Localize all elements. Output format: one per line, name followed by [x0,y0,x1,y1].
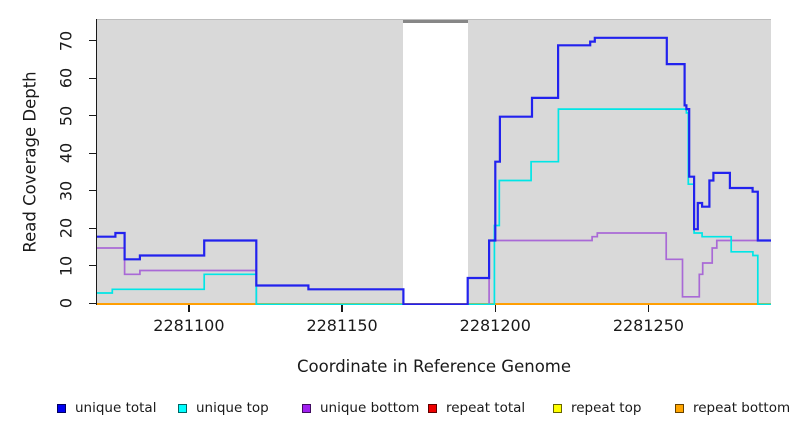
legend-item-unique-total: unique total [57,399,156,417]
y-tick [89,152,96,154]
y-tick-label: 50 [56,105,76,126]
legend-label: repeat top [571,400,642,416]
legend-swatch [178,403,187,413]
y-tick-label: 20 [56,218,76,239]
y-tick-label: 10 [56,255,76,276]
x-tick-label: 2281150 [306,316,378,335]
legend-item-unique-top: unique top [178,399,269,417]
legend-item-repeat-bottom: repeat bottom [675,399,790,417]
x-axis-label: Coordinate in Reference Genome [296,357,572,376]
y-tick-label: 60 [56,67,76,89]
legend-swatch [57,403,66,413]
coverage-lines-svg [97,36,771,305]
x-tick-label: 2281250 [612,316,685,335]
series-line-unique-total [97,36,771,305]
x-tick-label: 2281200 [459,316,531,335]
legend-item-repeat-top: repeat top [553,399,641,417]
y-tick [89,39,96,42]
legend-swatch [428,403,437,413]
plot-panel [97,19,771,305]
y-tick-label: 30 [56,180,76,201]
y-tick [89,265,96,267]
y-tick [89,115,96,117]
y-tick [89,227,96,229]
x-tick [188,305,190,312]
legend-label: repeat total [446,400,526,416]
x-tick-label: 2281100 [153,316,225,335]
legend-label: unique total [75,400,157,416]
x-tick [341,305,343,312]
y-axis-label: Read Coverage Depth [20,71,40,253]
legend-swatch [675,403,684,413]
y-tick [89,190,96,192]
masked-region-cap [403,20,468,23]
legend-item-repeat-total: repeat total [428,399,525,417]
legend-swatch [302,403,311,413]
legend-label: unique top [196,400,269,416]
legend-label: repeat bottom [693,400,791,416]
x-tick [494,305,496,312]
series-line-unique-bottom [97,232,771,305]
y-tick [89,77,96,79]
legend-swatch [553,403,562,413]
x-tick [647,305,650,312]
y-tick-label: 40 [56,142,76,164]
y-tick-label: 0 [56,298,76,309]
y-tick-label: 70 [56,30,76,51]
legend-item-unique-bottom: unique bottom [302,399,419,417]
legend-label: unique bottom [320,400,420,416]
masked-region [403,20,468,305]
y-tick [89,302,96,304]
y-axis-line [95,19,97,305]
series-line-unique-top [97,108,771,305]
